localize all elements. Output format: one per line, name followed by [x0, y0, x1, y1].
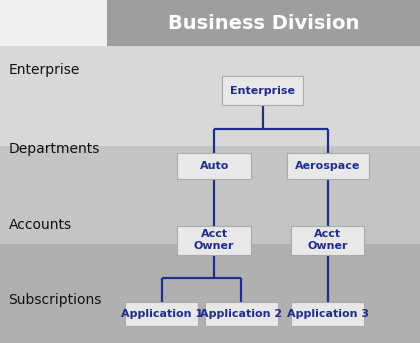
Text: Application 3: Application 3 — [286, 309, 369, 319]
FancyBboxPatch shape — [291, 302, 365, 326]
Text: Application 2: Application 2 — [200, 309, 283, 319]
FancyBboxPatch shape — [286, 154, 369, 179]
Text: Acct
Owner: Acct Owner — [194, 229, 234, 251]
Text: Application 1: Application 1 — [121, 309, 203, 319]
Bar — [107, 0, 420, 46]
Text: Acct
Owner: Acct Owner — [307, 229, 348, 251]
FancyBboxPatch shape — [177, 226, 251, 255]
Bar — [0, 46, 420, 146]
FancyBboxPatch shape — [291, 226, 365, 255]
Bar — [0, 0, 420, 46]
Bar — [0, 146, 420, 244]
FancyBboxPatch shape — [125, 302, 199, 326]
FancyBboxPatch shape — [222, 76, 303, 106]
Text: Enterprise: Enterprise — [230, 86, 295, 96]
Text: Subscriptions: Subscriptions — [8, 293, 102, 307]
Text: Business Division: Business Division — [168, 14, 359, 33]
Bar — [0, 244, 420, 343]
Text: Enterprise: Enterprise — [8, 63, 80, 77]
Text: Departments: Departments — [8, 142, 100, 156]
FancyBboxPatch shape — [177, 154, 251, 179]
FancyBboxPatch shape — [205, 302, 278, 326]
Text: Accounts: Accounts — [8, 218, 71, 232]
Text: Auto: Auto — [200, 161, 229, 172]
Text: Aerospace: Aerospace — [295, 161, 360, 172]
